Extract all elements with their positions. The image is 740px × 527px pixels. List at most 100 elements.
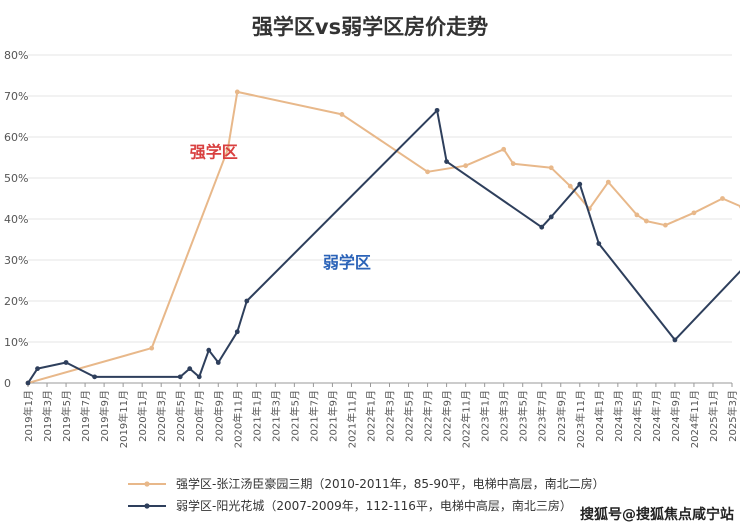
x-tick-label: 2022年1月 [364, 390, 377, 442]
x-tick-label: 2024年3月 [612, 390, 625, 442]
data-point [510, 161, 516, 167]
data-point [634, 212, 640, 218]
y-tick-label: 0 [4, 377, 11, 390]
data-point [463, 163, 469, 169]
legend-label: 弱学区-阳光花城（2007-2009年，112-116平，电梯中高层，南北三房） [176, 498, 572, 513]
data-point [92, 374, 97, 380]
x-tick-label: 2024年1月 [593, 390, 606, 442]
x-tick-label: 2020年3月 [155, 390, 168, 442]
annotation-label: 弱学区 [323, 253, 371, 272]
data-point [567, 183, 573, 189]
legend: 强学区-张江汤臣豪园三期（2010-2011年，85-90平，电梯中高层，南北二… [128, 476, 605, 513]
data-point [444, 159, 449, 165]
x-tick-label: 2023年1月 [479, 390, 492, 442]
data-point [234, 329, 240, 335]
data-point [434, 107, 440, 113]
data-point [548, 165, 554, 171]
chart-title: 强学区vs弱学区房价走势 [252, 15, 488, 39]
y-tick-label: 80% [4, 49, 28, 62]
x-tick-label: 2019年9月 [98, 390, 111, 442]
x-tick-label: 2022年9月 [441, 390, 454, 442]
x-tick-label: 2023年11月 [574, 390, 587, 448]
x-tick-label: 2019年5月 [60, 390, 73, 442]
x-tick-label: 2024年7月 [650, 390, 663, 442]
x-tick-label: 2023年3月 [498, 390, 511, 442]
x-tick-label: 2021年5月 [288, 390, 301, 442]
series-line [27, 90, 740, 384]
data-point [35, 366, 40, 372]
y-axis: 0 10% 20% 30% 40% 50% 60% 70% 80% [4, 49, 28, 390]
x-tick-label: 2023年9月 [555, 390, 568, 442]
x-tick-label: 2025年1月 [707, 390, 720, 442]
grid-layer [28, 54, 732, 384]
legend-marker [144, 503, 150, 509]
data-point [672, 337, 678, 343]
series-layer [25, 89, 740, 386]
x-tick-label: 2019年7月 [79, 390, 92, 442]
legend-label: 强学区-张江汤臣豪园三期（2010-2011年，85-90平，电梯中高层，南北二… [176, 476, 605, 491]
x-tick-label: 2019年1月 [22, 390, 35, 442]
data-point [339, 112, 345, 117]
x-tick-label: 2024年11月 [688, 390, 701, 448]
data-point [215, 360, 221, 365]
data-point [234, 89, 240, 95]
x-axis: 2019年1月 2019年3月 2019年5月 2019年7月 2019年9月 2019年… [22, 383, 739, 448]
x-tick-label: 2021年9月 [326, 390, 339, 442]
x-tick-label: 2022年5月 [403, 390, 416, 442]
legend-entry: 弱学区-阳光花城（2007-2009年，112-116平，电梯中高层，南北三房） [128, 498, 572, 513]
data-point [720, 196, 725, 201]
data-point [577, 181, 583, 187]
data-point [425, 169, 430, 175]
x-tick-label: 2021年1月 [250, 390, 263, 442]
y-tick-label: 60% [4, 131, 28, 144]
data-point [548, 214, 554, 220]
data-point [501, 146, 507, 152]
x-tick-label: 2022年3月 [384, 390, 397, 442]
x-tick-label: 2019年11月 [117, 390, 130, 448]
x-tick-label: 2020年9月 [212, 390, 225, 442]
data-point [539, 224, 545, 230]
data-point [643, 218, 649, 224]
y-tick-label: 70% [4, 90, 28, 103]
x-tick-label: 2020年11月 [231, 390, 244, 448]
data-point [177, 374, 183, 380]
legend-marker [144, 481, 150, 487]
y-tick-label: 10% [4, 336, 28, 349]
x-tick-label: 2021年3月 [269, 390, 282, 442]
data-point [596, 241, 602, 247]
data-point [63, 360, 69, 365]
data-point [25, 380, 31, 386]
data-point [605, 179, 611, 185]
x-tick-label: 2023年7月 [536, 390, 549, 442]
data-point [225, 146, 231, 152]
watermark-text: 搜狐号@搜狐焦点咸宁站 [580, 506, 734, 523]
y-tick-label: 30% [4, 254, 28, 267]
x-tick-label: 2022年7月 [422, 390, 435, 442]
x-tick-label: 2021年11月 [345, 390, 358, 448]
y-tick-label: 20% [4, 295, 28, 308]
x-tick-label: 2024年9月 [669, 390, 682, 442]
x-tick-label: 2020年1月 [136, 390, 149, 442]
data-point [691, 210, 697, 216]
y-tick-label: 50% [4, 172, 28, 185]
series-2 [25, 107, 740, 386]
y-tick-label: 40% [4, 213, 28, 226]
legend-entry: 强学区-张江汤臣豪园三期（2010-2011年，85-90平，电梯中高层，南北二… [128, 476, 605, 491]
x-tick-label: 2023年5月 [517, 390, 530, 442]
x-tick-label: 2019年3月 [41, 390, 54, 442]
data-point [206, 347, 212, 353]
series-1 [25, 89, 740, 386]
x-tick-label: 2021年7月 [307, 390, 320, 442]
annotation-label: 强学区 [190, 143, 238, 162]
data-point [244, 298, 250, 304]
data-point [196, 374, 202, 380]
data-point [149, 345, 155, 351]
x-tick-label: 2024年5月 [631, 390, 644, 442]
x-tick-label: 2022年11月 [460, 390, 473, 448]
data-point [663, 222, 668, 228]
x-tick-label: 2020年7月 [193, 390, 206, 442]
x-tick-label: 2020年5月 [174, 390, 187, 442]
